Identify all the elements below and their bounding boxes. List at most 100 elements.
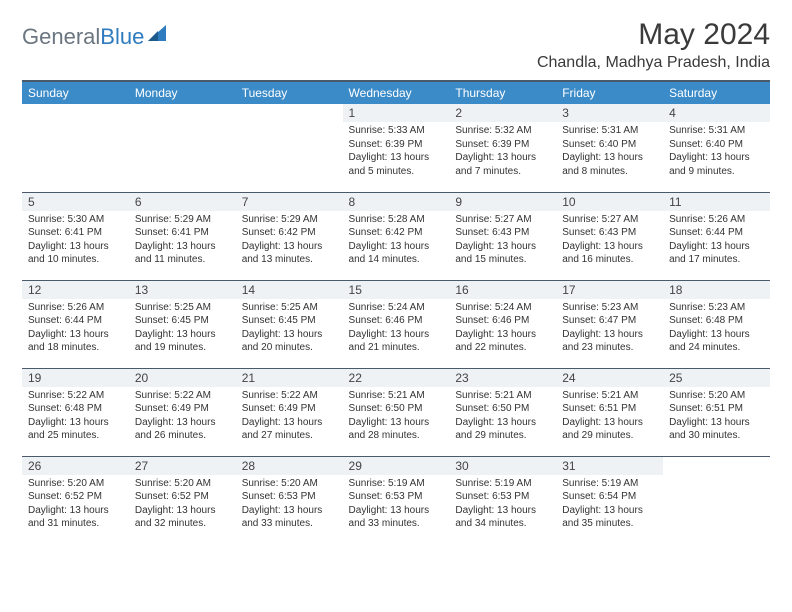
sunrise-text: Sunrise: 5:28 AM bbox=[349, 213, 444, 227]
calendar-day-cell: 12Sunrise: 5:26 AMSunset: 6:44 PMDayligh… bbox=[22, 280, 129, 368]
daylight-text: Daylight: 13 hours and 20 minutes. bbox=[242, 328, 337, 355]
calendar-day-cell bbox=[22, 104, 129, 192]
sunrise-text: Sunrise: 5:33 AM bbox=[349, 124, 444, 138]
sunrise-text: Sunrise: 5:29 AM bbox=[242, 213, 337, 227]
sunset-text: Sunset: 6:52 PM bbox=[135, 490, 230, 504]
day-number: 2 bbox=[449, 104, 556, 122]
sunset-text: Sunset: 6:42 PM bbox=[349, 226, 444, 240]
sunset-text: Sunset: 6:43 PM bbox=[455, 226, 550, 240]
calendar-day-cell: 13Sunrise: 5:25 AMSunset: 6:45 PMDayligh… bbox=[129, 280, 236, 368]
daylight-text: Daylight: 13 hours and 10 minutes. bbox=[28, 240, 123, 267]
day-details: Sunrise: 5:22 AMSunset: 6:49 PMDaylight:… bbox=[135, 389, 230, 443]
daylight-text: Daylight: 13 hours and 29 minutes. bbox=[455, 416, 550, 443]
day-number: 24 bbox=[556, 369, 663, 387]
sunset-text: Sunset: 6:45 PM bbox=[135, 314, 230, 328]
calendar-day-cell: 20Sunrise: 5:22 AMSunset: 6:49 PMDayligh… bbox=[129, 368, 236, 456]
day-number: 18 bbox=[663, 281, 770, 299]
calendar-day-cell: 27Sunrise: 5:20 AMSunset: 6:52 PMDayligh… bbox=[129, 456, 236, 544]
day-number: 21 bbox=[236, 369, 343, 387]
sunrise-text: Sunrise: 5:27 AM bbox=[562, 213, 657, 227]
calendar-day-cell: 6Sunrise: 5:29 AMSunset: 6:41 PMDaylight… bbox=[129, 192, 236, 280]
calendar-day-cell: 14 Sunrise: 5:25 AMSunset: 6:45 PMDayligh… bbox=[236, 280, 343, 368]
calendar-week-row: 5Sunrise: 5:30 AMSunset: 6:41 PMDaylight… bbox=[22, 192, 770, 280]
daylight-text: Daylight: 13 hours and 16 minutes. bbox=[562, 240, 657, 267]
sunrise-text: Sunrise: 5:21 AM bbox=[455, 389, 550, 403]
logo-text: GeneralBlue bbox=[22, 24, 144, 50]
calendar-table: Sunday Monday Tuesday Wednesday Thursday… bbox=[22, 80, 770, 544]
sunset-text: Sunset: 6:43 PM bbox=[562, 226, 657, 240]
day-number: 14 bbox=[236, 281, 343, 299]
logo-blue: Blue bbox=[100, 24, 144, 49]
sunrise-text: Sunrise: 5:25 AM bbox=[135, 301, 230, 315]
day-details: Sunrise: 5:19 AMSunset: 6:53 PMDaylight:… bbox=[349, 477, 444, 531]
calendar-day-cell bbox=[663, 456, 770, 544]
day-details: Sunrise: 5:24 AMSunset: 6:46 PMDaylight:… bbox=[455, 301, 550, 355]
calendar-week-row: 19 Sunrise: 5:22 AMSunset: 6:48 PMDayligh… bbox=[22, 368, 770, 456]
sunrise-text: Sunrise: 5:32 AM bbox=[455, 124, 550, 138]
daylight-text: Daylight: 13 hours and 19 minutes. bbox=[135, 328, 230, 355]
calendar-day-cell: 2 Sunrise: 5:32 AMSunset: 6:39 PMDaylight… bbox=[449, 104, 556, 192]
day-number: 9 bbox=[449, 193, 556, 211]
day-details: Sunrise: 5:28 AMSunset: 6:42 PMDaylight:… bbox=[349, 213, 444, 267]
sunrise-text: Sunrise: 5:21 AM bbox=[562, 389, 657, 403]
calendar-day-cell: 21Sunrise: 5:22 AMSunset: 6:49 PMDayligh… bbox=[236, 368, 343, 456]
day-number: 15 bbox=[343, 281, 450, 299]
sunset-text: Sunset: 6:51 PM bbox=[562, 402, 657, 416]
day-number: 8 bbox=[343, 193, 450, 211]
day-number: 25 bbox=[663, 369, 770, 387]
sunset-text: Sunset: 6:39 PM bbox=[349, 138, 444, 152]
calendar-day-cell: 22Sunrise: 5:21 AMSunset: 6:50 PMDayligh… bbox=[343, 368, 450, 456]
sunrise-text: Sunrise: 5:23 AM bbox=[562, 301, 657, 315]
sunset-text: Sunset: 6:46 PM bbox=[455, 314, 550, 328]
sunrise-text: Sunrise: 5:31 AM bbox=[562, 124, 657, 138]
day-number: 11 bbox=[663, 193, 770, 211]
daylight-text: Daylight: 13 hours and 13 minutes. bbox=[242, 240, 337, 267]
sunrise-text: Sunrise: 5:20 AM bbox=[28, 477, 123, 491]
day-number: 6 bbox=[129, 193, 236, 211]
sunset-text: Sunset: 6:53 PM bbox=[349, 490, 444, 504]
day-details: Sunrise: 5:27 AMSunset: 6:43 PMDaylight:… bbox=[562, 213, 657, 267]
day-number: 1 bbox=[343, 104, 450, 122]
day-details: Sunrise: 5:27 AMSunset: 6:43 PMDaylight:… bbox=[455, 213, 550, 267]
day-details: Sunrise: 5:32 AMSunset: 6:39 PMDaylight:… bbox=[455, 124, 550, 178]
sunset-text: Sunset: 6:50 PM bbox=[455, 402, 550, 416]
sunrise-text: Sunrise: 5:24 AM bbox=[349, 301, 444, 315]
daylight-text: Daylight: 13 hours and 28 minutes. bbox=[349, 416, 444, 443]
daylight-text: Daylight: 13 hours and 27 minutes. bbox=[242, 416, 337, 443]
day-number: 3 bbox=[556, 104, 663, 122]
calendar-day-cell: 30Sunrise: 5:19 AMSunset: 6:53 PMDayligh… bbox=[449, 456, 556, 544]
sunset-text: Sunset: 6:53 PM bbox=[242, 490, 337, 504]
calendar-day-cell: 10 Sunrise: 5:27 AMSunset: 6:43 PMDayligh… bbox=[556, 192, 663, 280]
sunset-text: Sunset: 6:48 PM bbox=[669, 314, 764, 328]
day-header: Friday bbox=[556, 81, 663, 104]
daylight-text: Daylight: 13 hours and 34 minutes. bbox=[455, 504, 550, 531]
daylight-text: Daylight: 13 hours and 30 minutes. bbox=[669, 416, 764, 443]
day-number: 22 bbox=[343, 369, 450, 387]
sunrise-text: Sunrise: 5:20 AM bbox=[669, 389, 764, 403]
sunset-text: Sunset: 6:41 PM bbox=[135, 226, 230, 240]
day-header: Saturday bbox=[663, 81, 770, 104]
sunset-text: Sunset: 6:54 PM bbox=[562, 490, 657, 504]
day-details: Sunrise: 5:23 AMSunset: 6:48 PMDaylight:… bbox=[669, 301, 764, 355]
day-number: 12 bbox=[22, 281, 129, 299]
sunrise-text: Sunrise: 5:27 AM bbox=[455, 213, 550, 227]
day-details: Sunrise: 5:22 AMSunset: 6:48 PMDaylight:… bbox=[28, 389, 123, 443]
logo-general: General bbox=[22, 24, 100, 49]
calendar-day-cell bbox=[129, 104, 236, 192]
day-details: Sunrise: 5:24 AMSunset: 6:46 PMDaylight:… bbox=[349, 301, 444, 355]
calendar-day-cell: 4Sunrise: 5:31 AMSunset: 6:40 PMDaylight… bbox=[663, 104, 770, 192]
day-details: Sunrise: 5:25 AMSunset: 6:45 PMDaylight:… bbox=[242, 301, 337, 355]
daylight-text: Daylight: 13 hours and 5 minutes. bbox=[349, 151, 444, 178]
calendar-day-cell: 28Sunrise: 5:20 AMSunset: 6:53 PMDayligh… bbox=[236, 456, 343, 544]
calendar-day-cell: 11 Sunrise: 5:26 AMSunset: 6:44 PMDayligh… bbox=[663, 192, 770, 280]
day-number: 10 bbox=[556, 193, 663, 211]
day-number: 7 bbox=[236, 193, 343, 211]
sunrise-text: Sunrise: 5:20 AM bbox=[135, 477, 230, 491]
calendar-week-row: 26Sunrise: 5:20 AMSunset: 6:52 PMDayligh… bbox=[22, 456, 770, 544]
day-number: 16 bbox=[449, 281, 556, 299]
day-number: 19 bbox=[22, 369, 129, 387]
day-details: Sunrise: 5:26 AMSunset: 6:44 PMDaylight:… bbox=[669, 213, 764, 267]
day-details: Sunrise: 5:23 AMSunset: 6:47 PMDaylight:… bbox=[562, 301, 657, 355]
day-number: 4 bbox=[663, 104, 770, 122]
calendar-day-cell: 18 Sunrise: 5:23 AMSunset: 6:48 PMDayligh… bbox=[663, 280, 770, 368]
